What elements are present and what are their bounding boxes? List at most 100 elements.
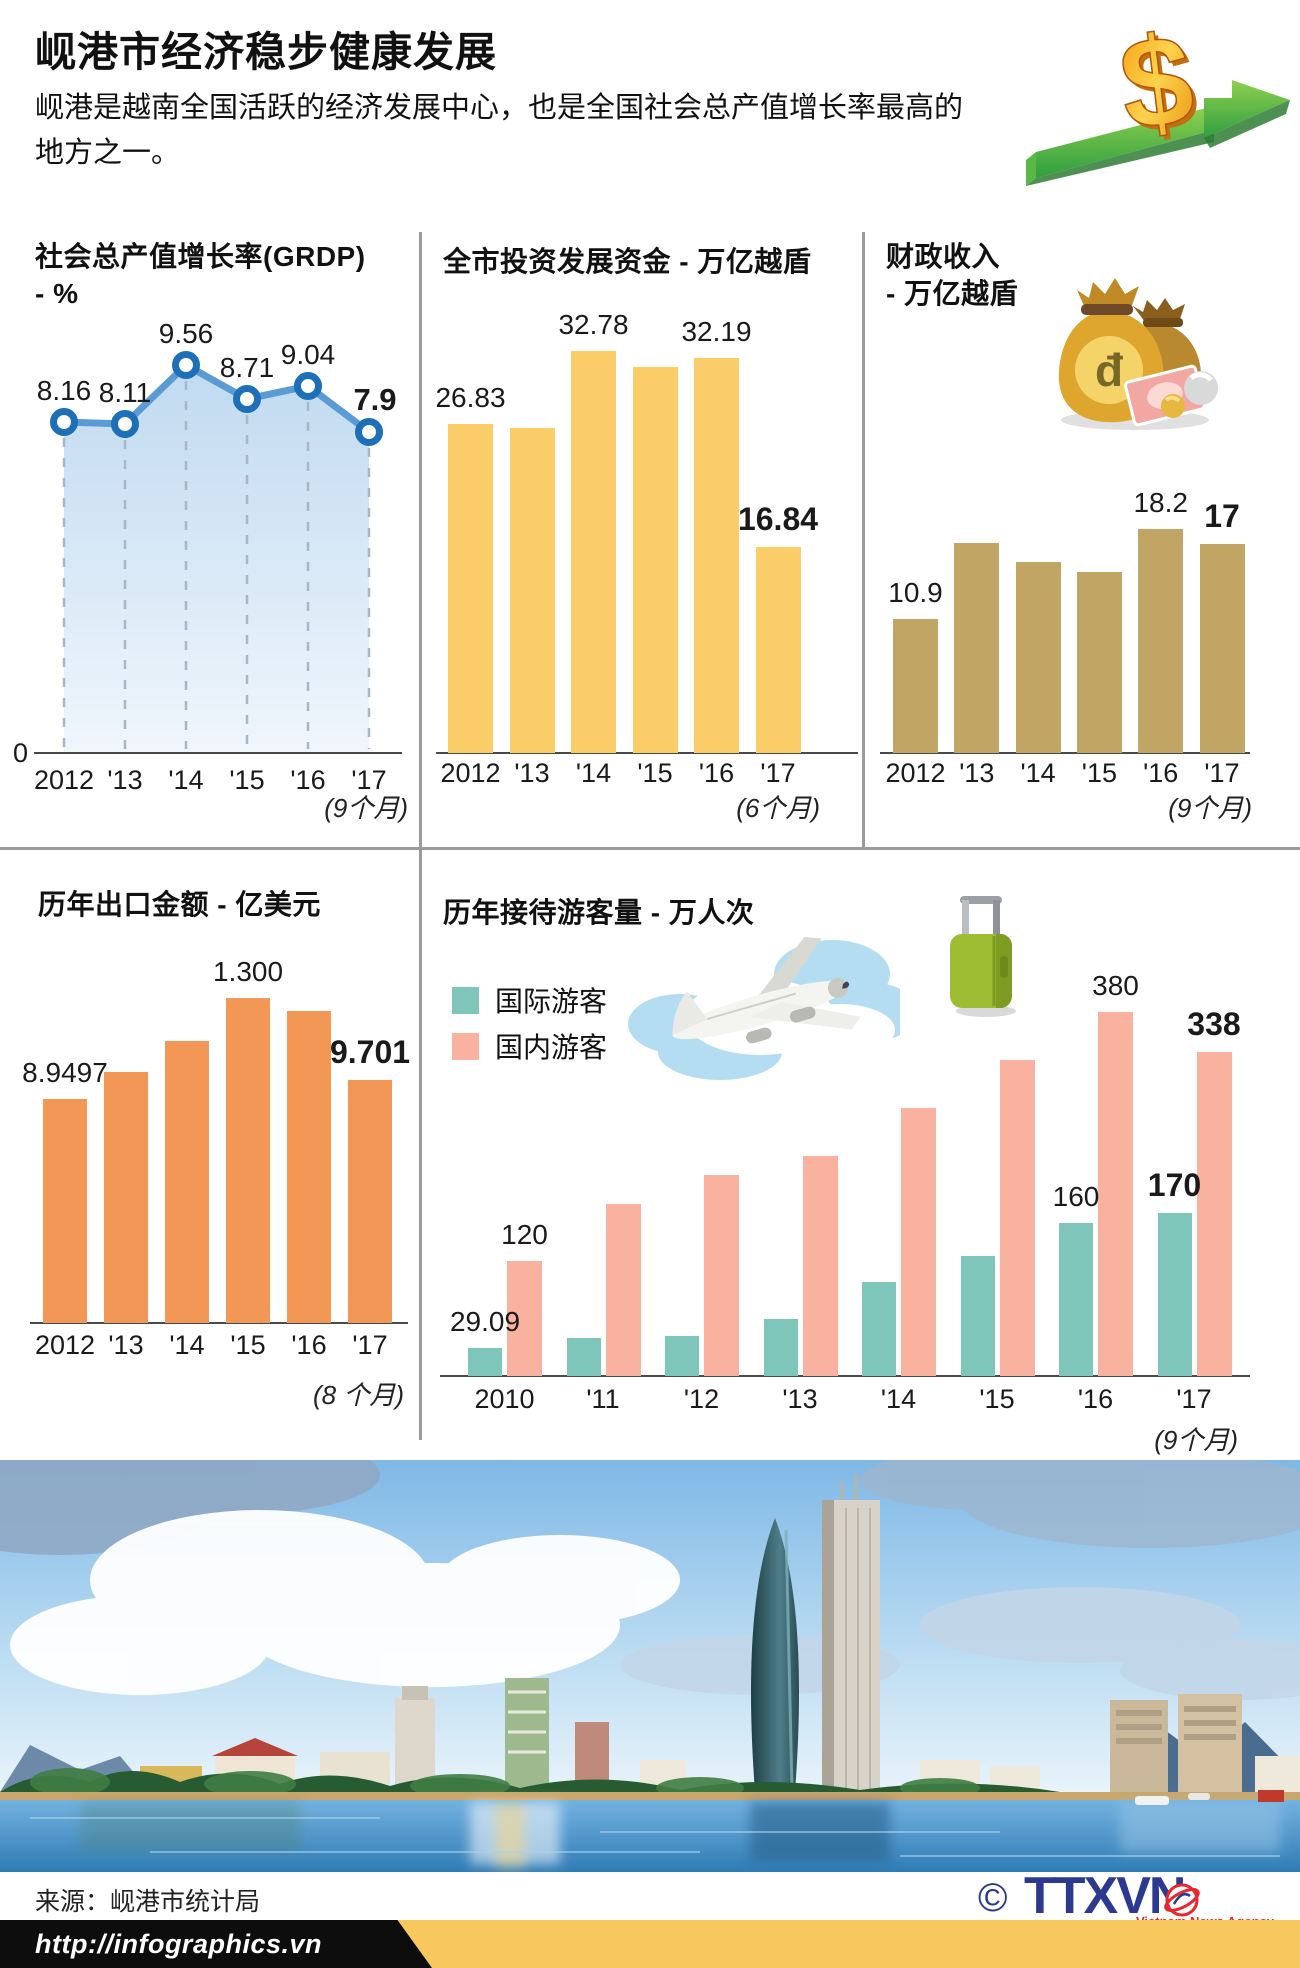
export-year-label: '14 [169, 1330, 205, 1360]
infographics-url: http://infographics.vn [35, 1928, 322, 1959]
tourists-international-bar [566, 1338, 601, 1376]
investment-bar [509, 428, 555, 753]
grdp-data-label: 8.11 [99, 377, 151, 408]
page-subtitle: 岘港是越南全国活跃的经济发展中心，也是全国社会总产值增长率最高的地方之一。 [35, 92, 964, 169]
tourists-year-label: '13 [782, 1384, 818, 1414]
revenue-data-label: 18.2 [1133, 487, 1188, 518]
investment-bar [448, 424, 493, 753]
divider-vertical-right [862, 232, 865, 849]
investment-data-label: 32.78 [558, 309, 629, 340]
grdp-year-label: 2012 [34, 765, 94, 795]
revenue-bar [1076, 572, 1122, 753]
dollar-growth-arrow-icon: $ $ [1026, 7, 1290, 186]
money-bags-icon: đ [1058, 278, 1218, 430]
revenue-data-label: 17 [1204, 498, 1240, 534]
export-year-label: '15 [230, 1330, 266, 1360]
svg-text:$: $ [1117, 12, 1205, 163]
grdp-year-label: '17 [351, 765, 386, 795]
airplane-icon [628, 937, 900, 1080]
export-bar [104, 1072, 148, 1323]
tourists-note: (9个月) [1154, 1425, 1238, 1455]
export-year-label: '17 [352, 1330, 388, 1360]
revenue-axis [880, 752, 1250, 754]
tourists-year-label: '11 [586, 1384, 620, 1414]
investment-year-label: '17 [760, 758, 796, 788]
export-year-label: '13 [108, 1330, 144, 1360]
grdp-chart-title: 社会总产值增长率(GRDP) - % [35, 241, 366, 309]
international-swatch [452, 986, 479, 1014]
grdp-note: (9个月) [324, 793, 408, 823]
revenue-bar [893, 619, 938, 753]
grdp-data-label: 8.16 [37, 375, 92, 406]
tourists-year-label: '17 [1176, 1384, 1212, 1414]
copyright-icon: © [978, 1876, 1008, 1920]
luggage-icon [950, 896, 1016, 1017]
investment-data-label: 26.83 [435, 382, 506, 413]
tourists-chart-title: 历年接待游客量 - 万人次 [443, 897, 755, 928]
investment-bar [632, 367, 678, 753]
grdp-area [64, 365, 369, 753]
tourists-international-bar [960, 1256, 995, 1376]
svg-text:0: 0 [13, 738, 28, 768]
tourists-domestic-bar [901, 1108, 936, 1376]
export-bar [348, 1080, 392, 1323]
export-data-label: 8.9497 [22, 1057, 108, 1088]
divider-horizontal [0, 847, 1300, 850]
tourists-year-label: '15 [979, 1384, 1015, 1414]
grdp-data-label: 7.9 [353, 382, 396, 417]
revenue-year-label: '15 [1081, 758, 1117, 788]
export-year-label: 2012 [34, 1330, 96, 1360]
source-credit: 来源：岘港市统计局 [35, 1888, 261, 1916]
grdp-year-label: '16 [290, 765, 325, 795]
revenue-year-label: '13 [959, 758, 995, 788]
tourists-international-data-label: 170 [1147, 1167, 1202, 1203]
investment-year-label: '15 [637, 758, 673, 788]
grdp-data-label: 9.56 [159, 318, 214, 349]
tourists-year-label: '14 [880, 1384, 917, 1414]
domestic-label: 国内游客 [495, 1032, 608, 1063]
legend-international: 国际游客 [452, 980, 607, 1020]
tourists-international-bar [468, 1348, 502, 1376]
export-chart-title: 历年出口金额 - 亿美元 [38, 889, 321, 920]
revenue-year-label: '17 [1204, 758, 1240, 788]
tourists-domestic-bar [1196, 1052, 1232, 1376]
tourists-domestic-data-label: 120 [501, 1219, 548, 1250]
export-note: (8 个月) [312, 1380, 404, 1410]
tourists-domestic-bar [507, 1261, 542, 1376]
export-year-label: '16 [291, 1330, 327, 1360]
tourists-international-bar [862, 1282, 896, 1376]
tourists-domestic-data-label: 380 [1092, 970, 1139, 1001]
tourists-year-label: 2010 [474, 1384, 535, 1414]
tourists-international-data-label: 29.09 [449, 1306, 521, 1337]
revenue-note: (9个月) [1168, 793, 1252, 823]
page-title: 岘港市经济稳步健康发展 [35, 29, 497, 75]
investment-data-label: 32.19 [681, 316, 752, 347]
tourists-axis [440, 1375, 1250, 1377]
investment-bar [694, 358, 739, 753]
url-banner: http://infographics.vn [0, 1920, 432, 1968]
revenue-chart-title: 财政收入 - 万亿越盾 [886, 241, 1019, 309]
legend-domestic: 国内游客 [452, 1026, 607, 1066]
ttxvn-logo: © TTXVN Vietnam News Agency [978, 1867, 1274, 1929]
investment-year-label: '14 [575, 758, 612, 788]
export-bar [43, 1099, 87, 1323]
international-label: 国际游客 [495, 986, 608, 1017]
tourists-domestic-bar [1098, 1012, 1133, 1376]
export-bar [226, 998, 270, 1323]
tourists-international-bar [1059, 1223, 1093, 1376]
tourists-year-label: '16 [1077, 1384, 1114, 1414]
domestic-swatch [452, 1032, 479, 1060]
tourists-domestic-bar [999, 1060, 1035, 1376]
investment-note: (6个月) [736, 793, 820, 823]
grdp-year-label: '14 [168, 765, 203, 795]
revenue-year-label: 2012 [885, 758, 946, 788]
investment-data-label: 16.84 [737, 501, 819, 537]
ttxvn-letters: TTXVN [1024, 1867, 1186, 1925]
investment-year-label: '16 [698, 758, 735, 788]
revenue-bar [1138, 529, 1184, 753]
grdp-data-label: 8.71 [220, 352, 275, 383]
revenue-year-label: '16 [1143, 758, 1179, 788]
grdp-data-label: 9.04 [281, 339, 336, 370]
